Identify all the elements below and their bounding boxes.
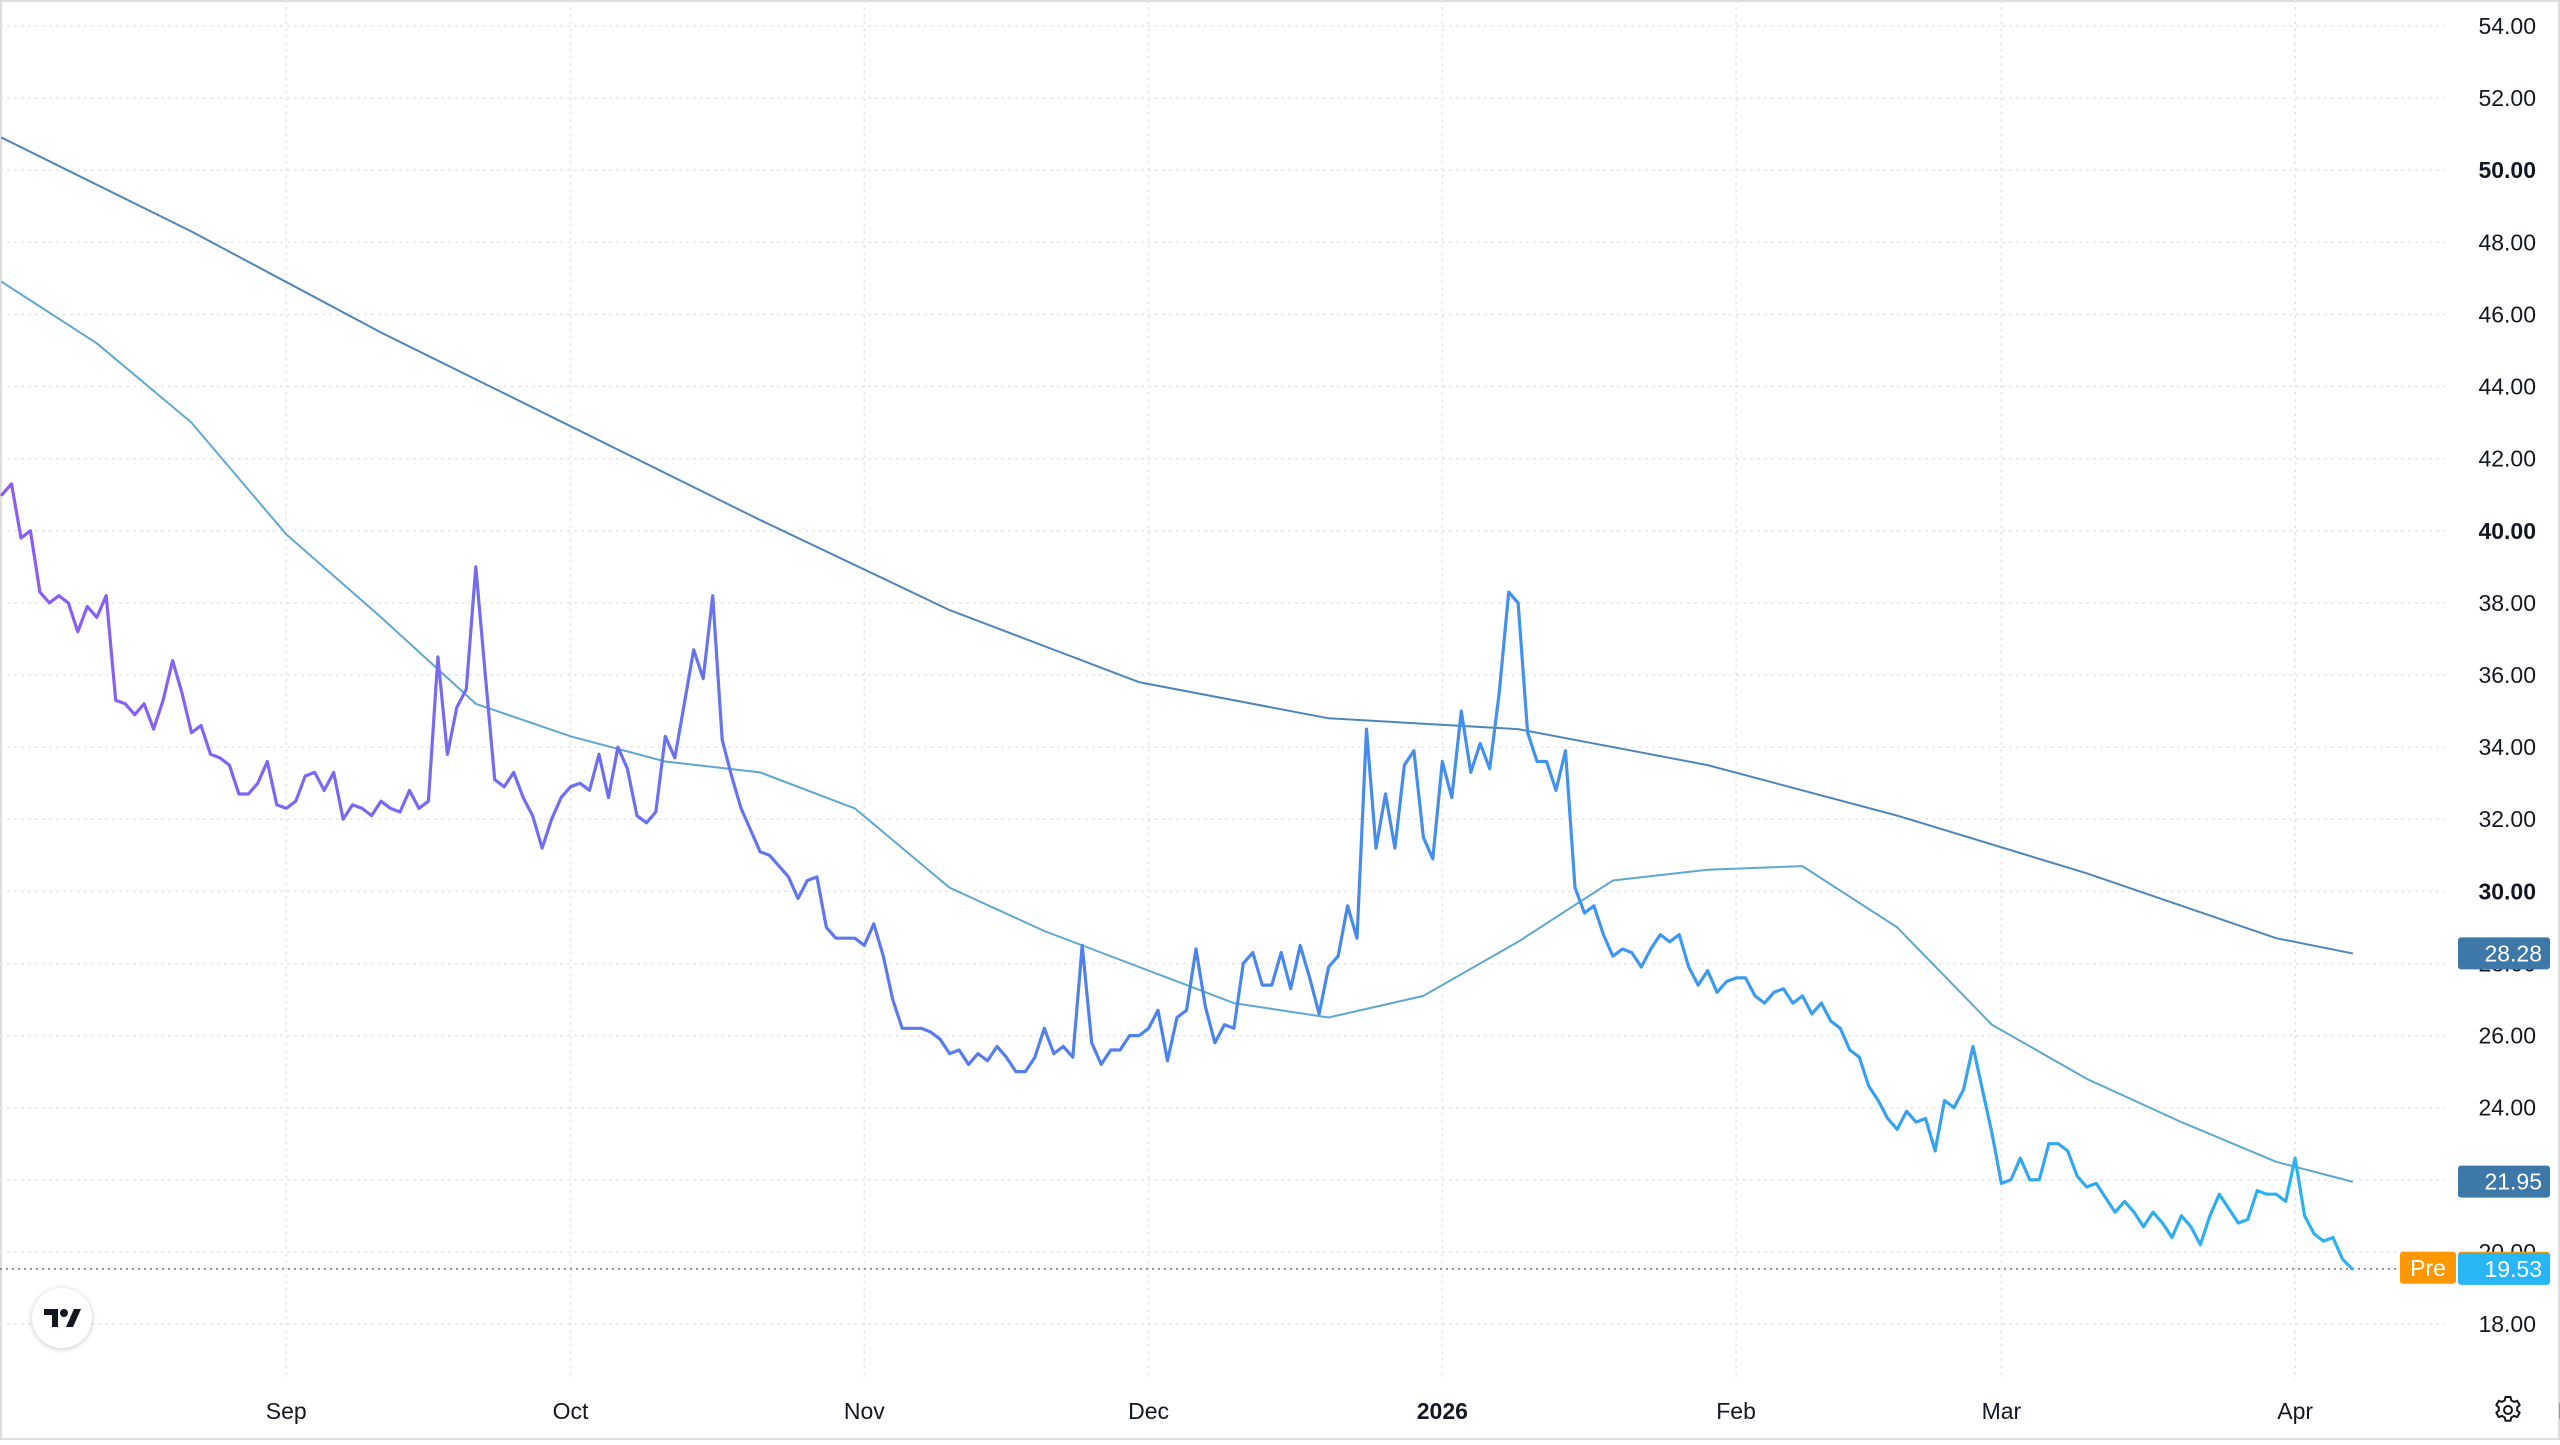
- ma-short-label-text: 21.95: [2484, 1169, 2542, 1195]
- y-tick-label: 26.00: [2478, 1023, 2536, 1049]
- y-tick-label: 30.00: [2478, 878, 2536, 904]
- x-tick-label: Nov: [844, 1398, 885, 1424]
- ma-long-label-bg: [2458, 937, 2550, 970]
- grid: [0, 0, 2445, 1380]
- x-tick-label: Feb: [1716, 1398, 1756, 1424]
- x-tick-label: Sep: [266, 1398, 307, 1424]
- y-tick-label: 18.00: [2478, 1311, 2536, 1337]
- y-tick-label: 44.00: [2478, 374, 2536, 400]
- x-tick-label: 2026: [1417, 1398, 1468, 1424]
- x-tick-label: Dec: [1128, 1398, 1169, 1424]
- y-tick-label: 46.00: [2478, 301, 2536, 327]
- gear-icon[interactable]: [2490, 1392, 2526, 1428]
- y-tick-label: 50.00: [2478, 157, 2536, 183]
- y-tick-label: 52.00: [2478, 85, 2536, 111]
- ma-short-label: 21.95: [2458, 1165, 2550, 1198]
- ma-long-label-text: 28.28: [2484, 940, 2542, 966]
- y-tick-label: 48.00: [2478, 229, 2536, 255]
- tradingview-logo-icon[interactable]: [32, 1288, 92, 1348]
- gear-glyph: [2495, 1396, 2521, 1422]
- x-tick-label: May: [2558, 1398, 2560, 1424]
- last-price-label: 19.53: [2458, 1252, 2550, 1285]
- x-tick-label: Mar: [1982, 1398, 2022, 1424]
- y-tick-label: 34.00: [2478, 734, 2536, 760]
- y-tick-label: 40.00: [2478, 518, 2536, 544]
- ma-long-line[interactable]: [1, 136, 2353, 955]
- series-layer: [0, 136, 2472, 1271]
- x-axis[interactable]: SepOctNovDec2026FebMarAprMayJunJulAug: [266, 1398, 2560, 1424]
- price-line[interactable]: [0, 482, 2354, 1271]
- x-tick-label: Apr: [2277, 1398, 2313, 1424]
- y-tick-label: 54.00: [2478, 13, 2536, 39]
- y-tick-label: 24.00: [2478, 1095, 2536, 1121]
- y-tick-label: 32.00: [2478, 806, 2536, 832]
- y-tick-label: 42.00: [2478, 446, 2536, 472]
- y-tick-label: 38.00: [2478, 590, 2536, 616]
- ma-short-line[interactable]: [1, 281, 2353, 1183]
- ma-short-label-bg: [2458, 1165, 2550, 1198]
- last-price-label-bg: [2458, 1252, 2550, 1285]
- x-tick-label: Oct: [553, 1398, 589, 1424]
- logo-glyph: [44, 1309, 81, 1327]
- ma-long-label: 28.28: [2458, 937, 2550, 970]
- y-tick-label: 36.00: [2478, 662, 2536, 688]
- premarket-label-prefix: Pre: [2410, 1255, 2446, 1281]
- last-price-label-text: 19.53: [2484, 1256, 2542, 1282]
- premarket-label-prefix-bg: [2400, 1251, 2456, 1284]
